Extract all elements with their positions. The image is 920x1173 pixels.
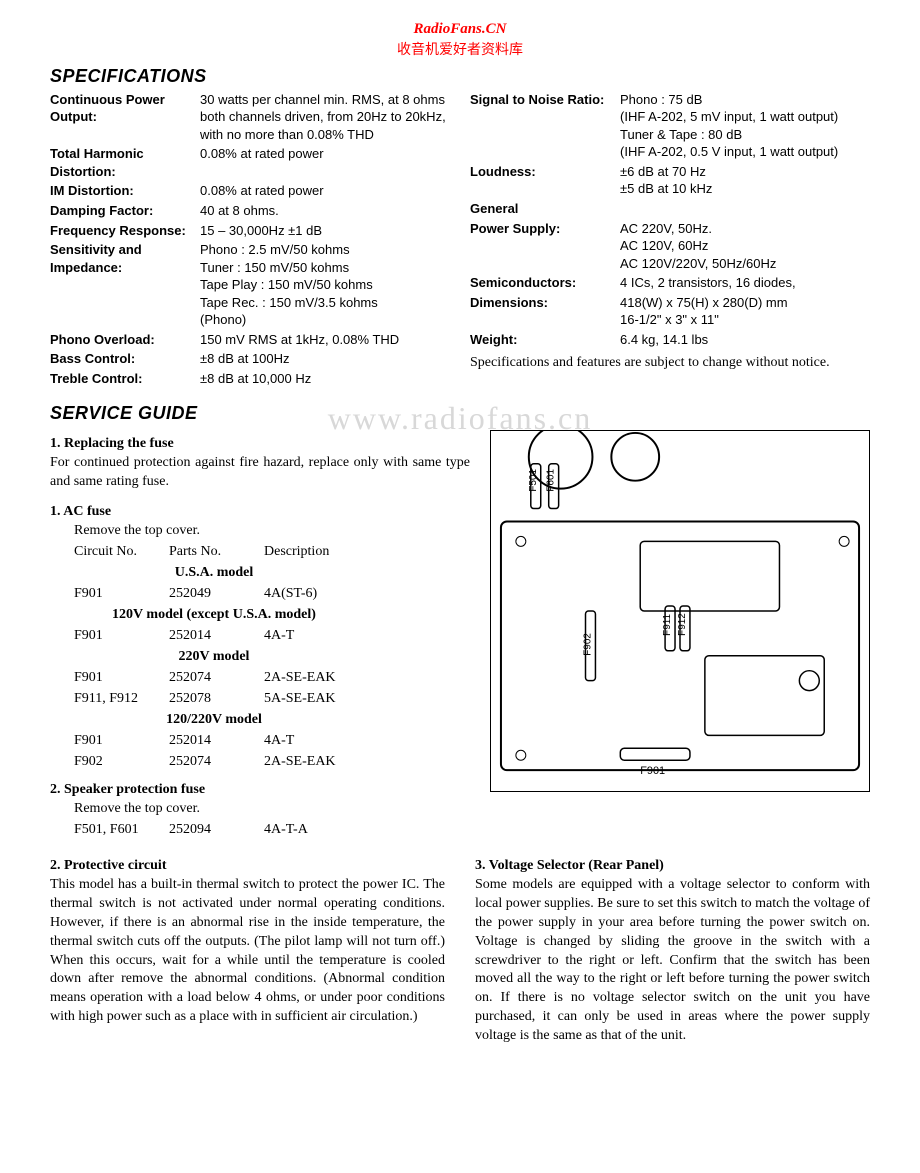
fuse-model-heading: U.S.A. model <box>74 562 354 583</box>
spec-label: Damping Factor: <box>50 202 200 220</box>
spec-label: IM Distortion: <box>50 182 200 200</box>
circuit-diagram: F501 F601 F902 F911 F912 F901 <box>490 430 870 792</box>
spec-label: Power Supply: <box>470 220 620 238</box>
spec-row: Frequency Response:15 – 30,000Hz ±1 dB <box>50 222 450 240</box>
spec-label: Total Harmonic Distortion: <box>50 145 200 180</box>
spec-label: Signal to Noise Ratio: <box>470 91 620 109</box>
spec-row: Weight:6.4 kg, 14.1 lbs <box>470 331 870 349</box>
spec-value: ±8 dB at 10,000 Hz <box>200 370 450 388</box>
svg-text:F501: F501 <box>528 469 539 492</box>
fuse-col-circuit: Circuit No. <box>74 541 169 562</box>
spec-value: ±6 dB at 70 Hz ±5 dB at 10 kHz <box>620 163 870 198</box>
spec-value: 150 mV RMS at 1kHz, 0.08% THD <box>200 331 450 349</box>
spec-value: Phono : 75 dB (IHF A-202, 5 mV input, 1 … <box>620 91 870 161</box>
specifications-table: Continuous Power Output:30 watts per cha… <box>50 91 870 390</box>
spec-row: IM Distortion:0.08% at rated power <box>50 182 450 200</box>
table-row: F9012520494A(ST-6) <box>74 583 470 604</box>
spec-label: Loudness: <box>470 163 620 181</box>
svg-text:F911: F911 <box>662 614 673 636</box>
ac-fuse-text: Remove the top cover. <box>74 522 470 541</box>
fuse-col-desc: Description <box>264 541 359 562</box>
svg-text:F912: F912 <box>677 613 688 636</box>
spec-value: 30 watts per channel min. RMS, at 8 ohms… <box>200 91 450 144</box>
spec-row: General <box>470 200 870 218</box>
specifications-title: SPECIFICATIONS <box>50 66 870 87</box>
spec-row: Signal to Noise Ratio:Phono : 75 dB (IHF… <box>470 91 870 161</box>
spec-value: 0.08% at rated power <box>200 182 450 200</box>
protective-circuit-heading: 2. Protective circuit <box>50 858 445 874</box>
spec-row: Dimensions:418(W) x 75(H) x 280(D) mm 16… <box>470 294 870 329</box>
spec-label: Weight: <box>470 331 620 349</box>
svg-text:F601: F601 <box>546 469 557 492</box>
spec-value: 0.08% at rated power <box>200 145 450 163</box>
spec-value: 40 at 8 ohms. <box>200 202 450 220</box>
fuse-model-heading: 120/220V model <box>74 709 354 730</box>
spec-label: Dimensions: <box>470 294 620 312</box>
spec-row: Loudness:±6 dB at 70 Hz ±5 dB at 10 kHz <box>470 163 870 198</box>
spec-row: Semiconductors:4 ICs, 2 transistors, 16 … <box>470 274 870 292</box>
ac-fuse-heading: 1. AC fuse <box>50 504 470 520</box>
svg-text:F902: F902 <box>582 633 593 656</box>
svg-text:F901: F901 <box>640 766 665 778</box>
table-row: F501, F601 252094 4A-T-A <box>74 819 470 840</box>
bottom-columns: 2. Protective circuit This model has a b… <box>50 852 870 1046</box>
fuse-col-parts: Parts No. <box>169 541 264 562</box>
replacing-fuse-text: For continued protection against fire ha… <box>50 454 470 492</box>
voltage-selector-text: Some models are equipped with a voltage … <box>475 876 870 1046</box>
protective-circuit-text: This model has a built-in thermal switch… <box>50 876 445 1027</box>
speaker-fuse-heading: 2. Speaker protection fuse <box>50 782 470 798</box>
spec-row: Sensitivity and Impedance:Phono : 2.5 mV… <box>50 241 450 329</box>
spec-row: Treble Control:±8 dB at 10,000 Hz <box>50 370 450 388</box>
service-guide-title: SERVICE GUIDE <box>50 403 870 424</box>
table-row: F911, F9122520785A-SE-EAK <box>74 688 470 709</box>
spec-label: Phono Overload: <box>50 331 200 349</box>
fuse-model-heading: 220V model <box>74 646 354 667</box>
spec-label: Sensitivity and Impedance: <box>50 241 200 276</box>
table-row: F9022520742A-SE-EAK <box>74 751 470 772</box>
speaker-fuse-text: Remove the top cover. <box>74 800 470 819</box>
spec-value: AC 220V, 50Hz. AC 120V, 60Hz AC 120V/220… <box>620 220 870 273</box>
fuse-table: Circuit No. Parts No. Description U.S.A.… <box>74 541 470 772</box>
spec-label: Treble Control: <box>50 370 200 388</box>
spec-label: Semiconductors: <box>470 274 620 292</box>
spec-row: Total Harmonic Distortion:0.08% at rated… <box>50 145 450 180</box>
spec-label: Bass Control: <box>50 350 200 368</box>
spec-row: Bass Control:±8 dB at 100Hz <box>50 350 450 368</box>
watermark-line2: 收音机爱好者资料库 <box>50 40 870 58</box>
spec-row: Phono Overload:150 mV RMS at 1kHz, 0.08%… <box>50 331 450 349</box>
spec-row: Power Supply:AC 220V, 50Hz. AC 120V, 60H… <box>470 220 870 273</box>
spec-value: 4 ICs, 2 transistors, 16 diodes, <box>620 274 870 292</box>
table-row: F9012520144A-T <box>74 730 470 751</box>
spec-change-notice: Specifications and features are subject … <box>470 354 870 373</box>
spec-value: 15 – 30,000Hz ±1 dB <box>200 222 450 240</box>
table-row: F9012520144A-T <box>74 625 470 646</box>
voltage-selector-heading: 3. Voltage Selector (Rear Panel) <box>475 858 870 874</box>
spec-label: Continuous Power Output: <box>50 91 200 126</box>
spec-value: ±8 dB at 100Hz <box>200 350 450 368</box>
table-row: F9012520742A-SE-EAK <box>74 667 470 688</box>
spec-value: 418(W) x 75(H) x 280(D) mm 16-1/2" x 3" … <box>620 294 870 329</box>
fuse-model-heading: 120V model (except U.S.A. model) <box>74 604 354 625</box>
spec-row: Continuous Power Output:30 watts per cha… <box>50 91 450 144</box>
replacing-fuse-heading: 1. Replacing the fuse <box>50 436 470 452</box>
spec-label: Frequency Response: <box>50 222 200 240</box>
header-watermark: RadioFans.CN 收音机爱好者资料库 <box>50 20 870 58</box>
service-guide-body: 1. Replacing the fuse For continued prot… <box>50 430 870 840</box>
spec-value: 6.4 kg, 14.1 lbs <box>620 331 870 349</box>
spec-row: Damping Factor:40 at 8 ohms. <box>50 202 450 220</box>
spec-label: General <box>470 200 620 218</box>
watermark-line1: RadioFans.CN <box>50 20 870 40</box>
spec-value: Phono : 2.5 mV/50 kohms Tuner : 150 mV/5… <box>200 241 450 329</box>
